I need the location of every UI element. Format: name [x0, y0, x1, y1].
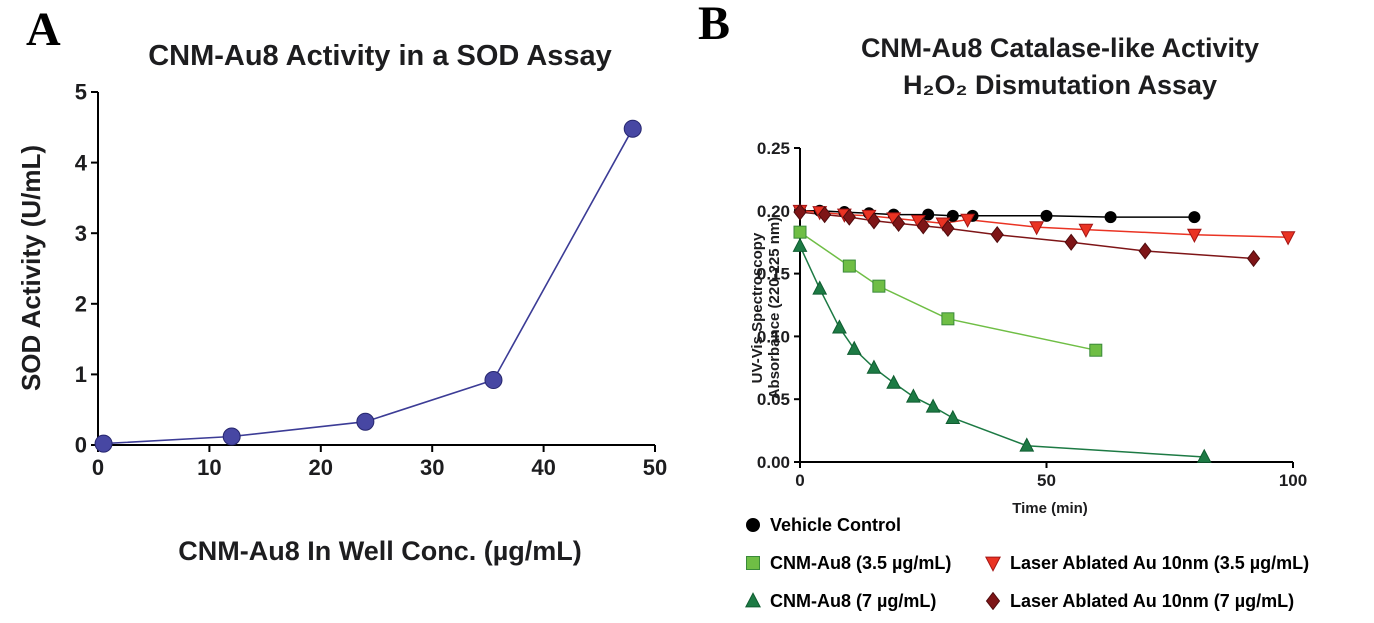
data-point — [1019, 437, 1035, 452]
panel-a-title: CNM-Au8 Activity in a SOD Assay — [148, 40, 612, 72]
x-tick-label: 20 — [309, 455, 333, 480]
x-tick-label: 50 — [1037, 471, 1056, 490]
series-line — [799, 245, 1205, 458]
y-tick-label: 4 — [75, 150, 88, 175]
legend-marker — [745, 592, 761, 608]
legend-item-laser-ablated-3-5: Laser Ablated Au 10nm (3.5 µg/mL) — [983, 544, 1309, 582]
data-point — [905, 388, 921, 403]
data-point — [818, 205, 832, 224]
legend-item-cnm-au8-7: CNM-Au8 (7 µg/mL) — [743, 582, 983, 620]
series-line — [800, 210, 1195, 218]
data-point — [925, 398, 941, 413]
x-tick-label: 0 — [795, 471, 804, 490]
legend-marker — [746, 518, 760, 532]
data-point — [1280, 231, 1296, 246]
data-point — [990, 226, 1004, 244]
y-tick-label: 0.25 — [757, 139, 790, 158]
legend-item-laser-ablated-7: Laser Ablated Au 10nm (7 µg/mL) — [983, 582, 1309, 620]
data-point — [945, 409, 961, 424]
data-point — [842, 259, 856, 273]
data-point — [793, 203, 807, 221]
y-tick-label: 3 — [75, 221, 87, 246]
data-point — [960, 213, 976, 228]
data-point — [867, 212, 881, 230]
data-point — [941, 219, 955, 238]
data-point — [1138, 242, 1152, 260]
panel-b-legend: Vehicle Control CNM-Au8 (3.5 µg/mL) CNM-Au… — [743, 506, 1309, 620]
y-tick-label: 0 — [75, 433, 87, 458]
panel-a-x-axis-label: CNM-Au8 In Well Conc. (µg/mL) — [178, 536, 582, 566]
legend-label: CNM-Au8 (3.5 µg/mL) — [770, 552, 952, 573]
data-point — [946, 209, 959, 222]
y-tick-label: 5 — [75, 80, 87, 105]
data-point — [484, 371, 503, 390]
legend-label: Vehicle Control — [770, 514, 902, 535]
data-point — [623, 119, 642, 138]
data-point — [842, 208, 856, 226]
legend-marker — [985, 592, 1001, 610]
triangle-down-legend-marker-icon — [985, 556, 1001, 572]
panel-a-letter: A — [26, 3, 61, 56]
data-point — [832, 319, 847, 334]
data-point — [1089, 343, 1103, 357]
data-point — [792, 237, 808, 252]
x-tick-label: 100 — [1279, 471, 1307, 490]
data-point — [356, 412, 375, 431]
x-tick-label: 10 — [197, 455, 221, 480]
data-point — [793, 225, 807, 239]
data-point — [922, 208, 935, 221]
panel-b-chart: 0 50 100 0.00 0.05 0.10 0.15 0.20 0.25 — [757, 139, 1307, 490]
x-tick-label: 0 — [92, 455, 104, 480]
y-tick-label: 0.15 — [757, 265, 790, 284]
data-point — [872, 279, 886, 293]
square-legend-marker-icon — [746, 556, 760, 570]
series-line — [103, 128, 634, 445]
legend-label: CNM-Au8 (7 µg/mL) — [770, 590, 937, 611]
x-tick-label: 50 — [643, 455, 667, 480]
panel-a-chart: 0 10 20 30 40 50 0 1 2 3 4 5 — [75, 80, 667, 480]
legend-marker — [746, 556, 760, 570]
data-point — [1040, 209, 1053, 222]
y-tick-label: 0.10 — [757, 327, 790, 346]
data-point — [1064, 233, 1078, 251]
y-tick-label: 1 — [75, 362, 87, 387]
legend-item-vehicle-control: Vehicle Control — [743, 506, 983, 544]
data-point — [846, 340, 862, 355]
data-point — [812, 280, 828, 295]
legend-marker — [985, 556, 1001, 572]
data-point — [866, 359, 882, 374]
data-point — [1196, 448, 1212, 463]
triangle-up-legend-marker-icon — [745, 592, 761, 608]
y-tick-label: 0.20 — [757, 202, 790, 221]
data-point — [1188, 211, 1201, 224]
data-point — [1104, 211, 1117, 224]
legend-label: Laser Ablated Au 10nm (3.5 µg/mL) — [1010, 552, 1310, 573]
panel-b-title-line2: H₂O₂ Dismutation Assay — [902, 70, 1218, 100]
data-point — [1078, 223, 1094, 238]
panel-b-x-axis-label: Time (min) — [1012, 500, 1088, 517]
data-point — [1029, 221, 1045, 236]
data-point — [94, 434, 113, 453]
data-point — [891, 214, 906, 232]
y-tick-label: 0.05 — [757, 390, 790, 409]
data-point — [886, 374, 902, 389]
panel-b-letter: B — [698, 0, 731, 50]
x-tick-label: 30 — [420, 455, 444, 480]
x-tick-label: 40 — [531, 455, 555, 480]
y-tick-label: 2 — [75, 292, 87, 317]
data-point — [1246, 249, 1261, 268]
legend-label: Laser Ablated Au 10nm (7 µg/mL) — [1010, 590, 1295, 611]
y-tick-label: 0.00 — [757, 453, 790, 472]
data-point — [1186, 228, 1202, 243]
data-point — [916, 217, 930, 235]
panel-b-title-line1: CNM-Au8 Catalase-like Activity — [860, 33, 1260, 63]
diamond-legend-marker-icon — [985, 592, 1001, 610]
legend-item-cnm-au8-3-5: CNM-Au8 (3.5 µg/mL) — [743, 544, 983, 582]
data-point — [222, 427, 241, 446]
circle-legend-marker-icon — [746, 518, 760, 532]
data-point — [941, 312, 955, 326]
